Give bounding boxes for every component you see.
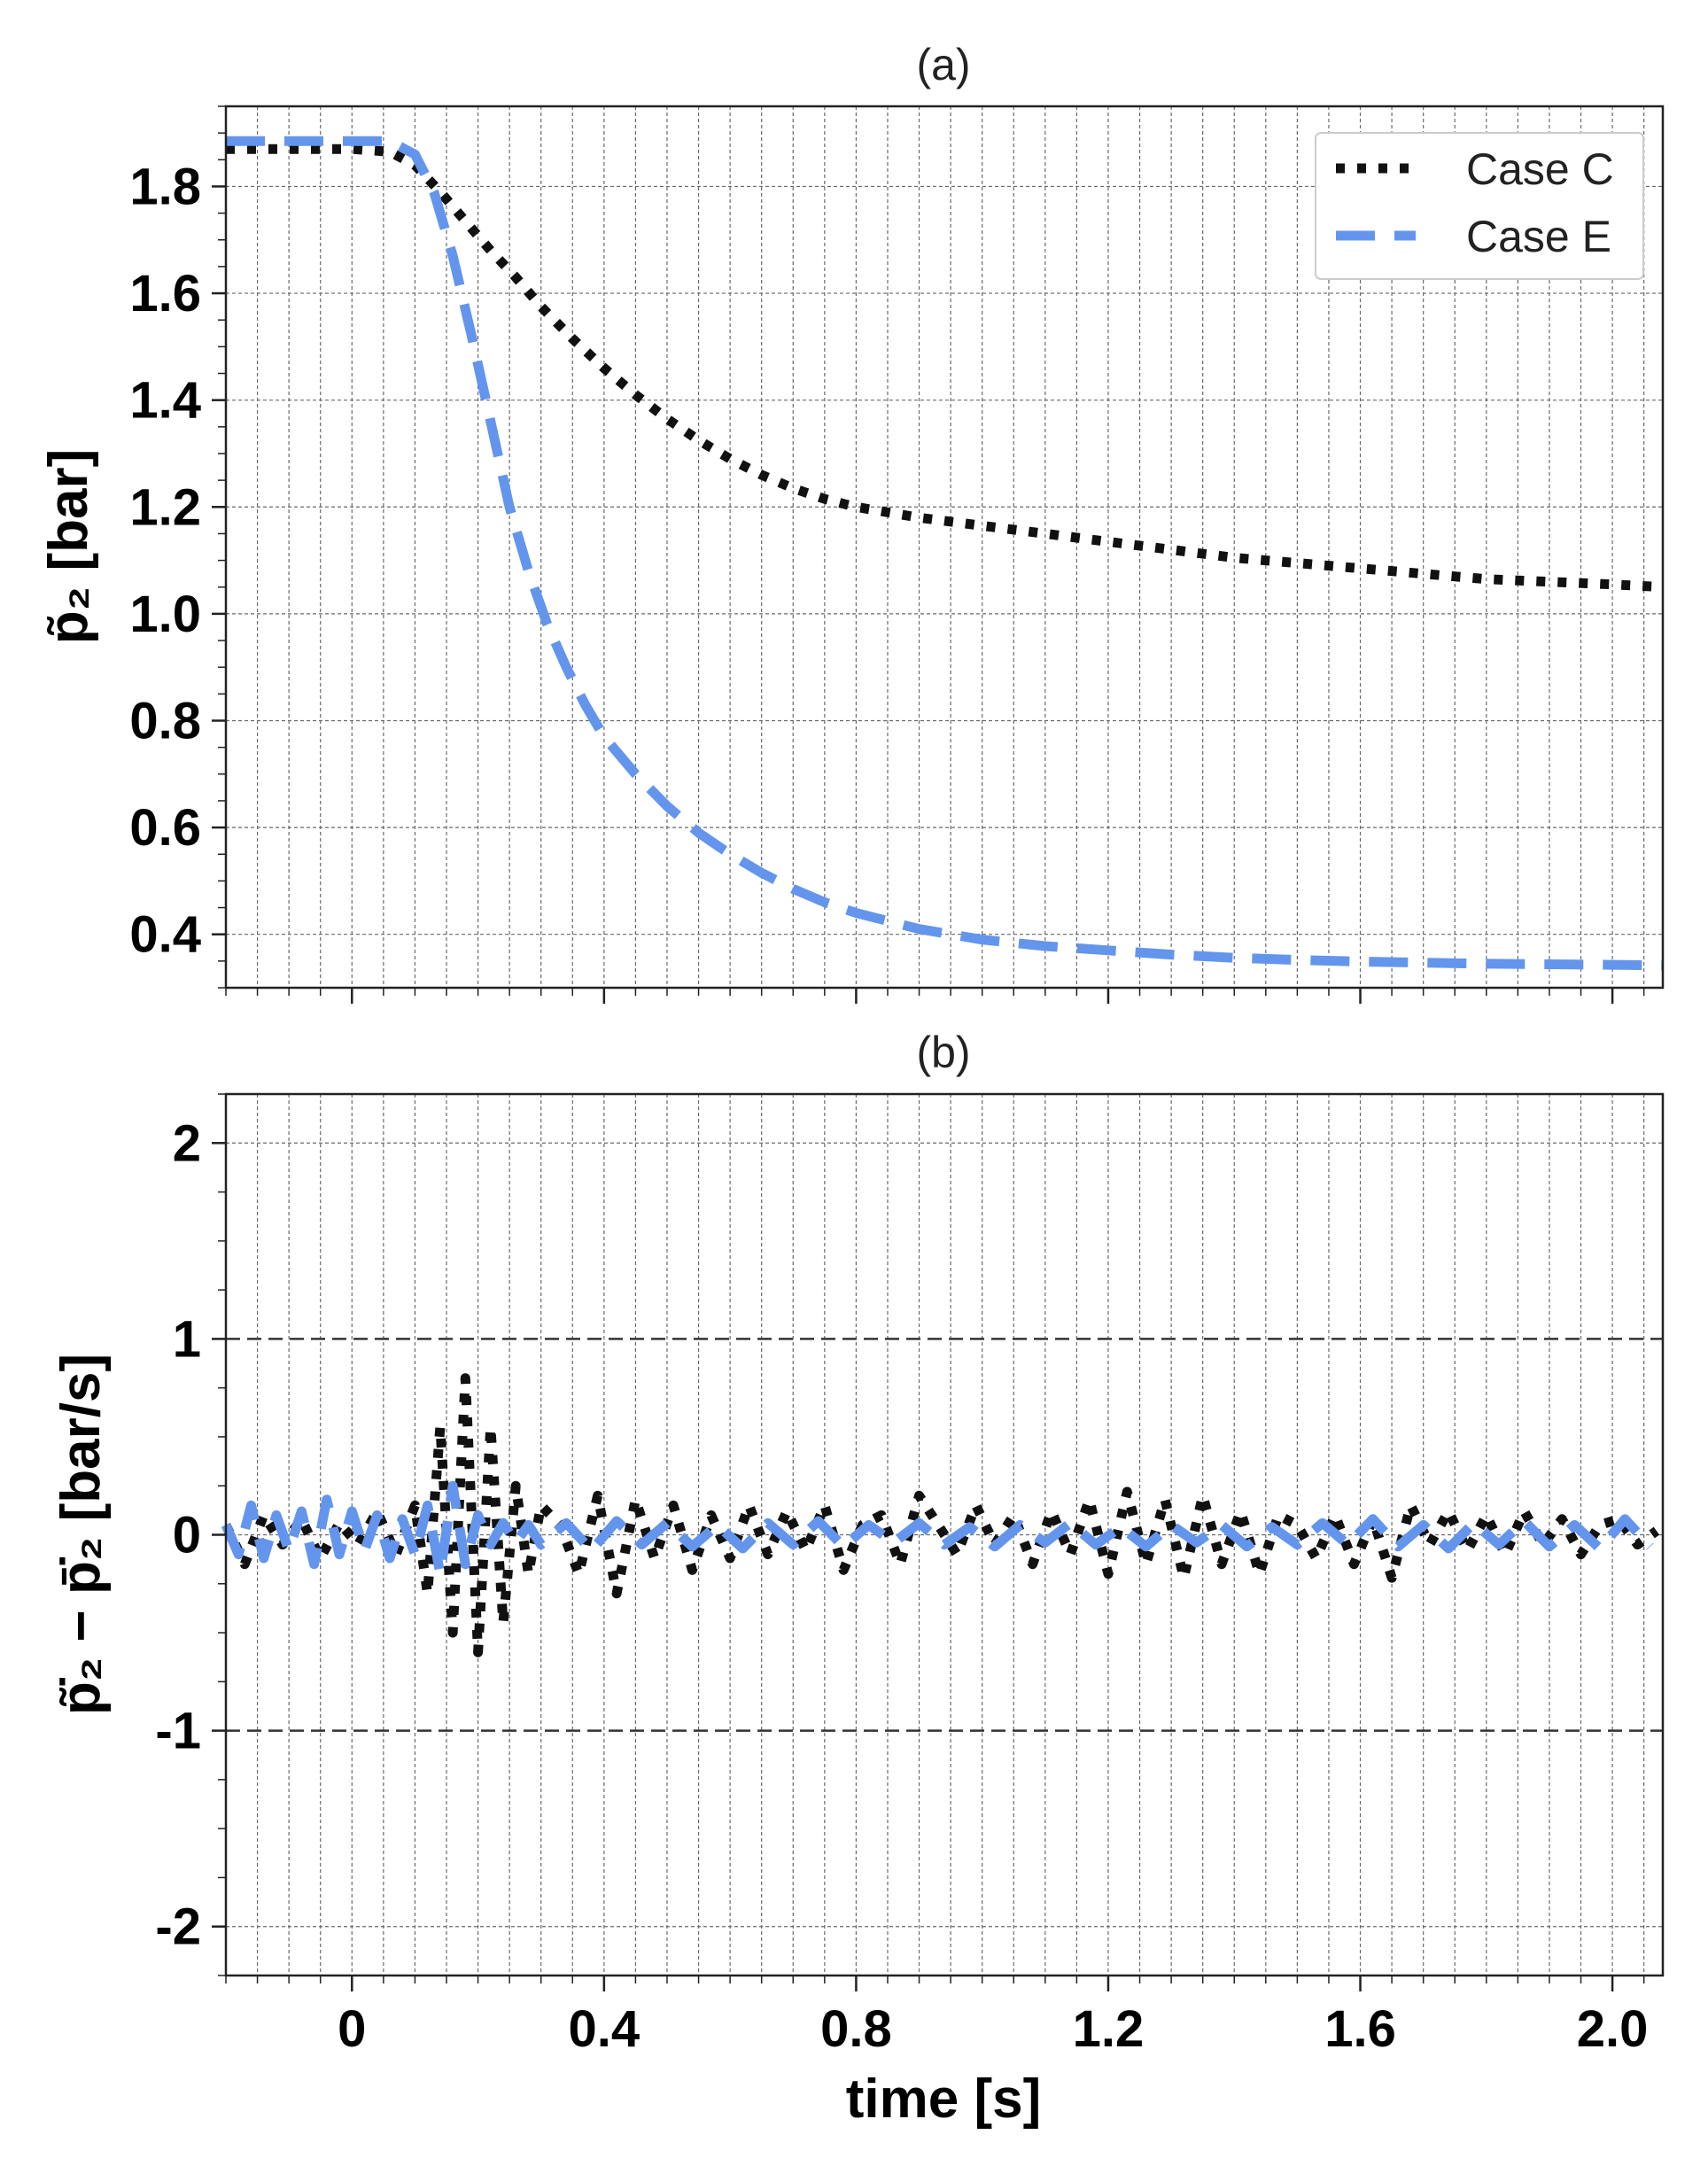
- y-tick-label: 0.4: [129, 906, 201, 964]
- y-tick-label: 0.6: [129, 799, 201, 857]
- y-tick-label: 1: [173, 1310, 201, 1368]
- panel-b-title: (b): [916, 1028, 970, 1077]
- y-tick-label: -2: [155, 1898, 201, 1956]
- legend: Case C Case E: [1315, 132, 1644, 280]
- panel-a-ticks: 0.4 0.6 0.8 1.0 1.2 1.4 1.6 1.8: [129, 105, 1645, 1004]
- x-axis-label: time [s]: [846, 2069, 1041, 2130]
- panel-b-ticks: -2 -1 0 1 2 0 0.4 0.8 1.2 1.6 2.0: [155, 1093, 1649, 2058]
- panel-a-ylabel: p̃₂ [bar]: [38, 449, 99, 644]
- x-tick-label: 2.0: [1577, 2000, 1649, 2058]
- series-line-case-e: [221, 1480, 1654, 1580]
- series-line-case-c: [226, 144, 1664, 593]
- x-tick-label: 1.2: [1073, 2000, 1145, 2058]
- legend-box: [1315, 132, 1644, 280]
- panel-a-grid: [225, 106, 1663, 988]
- y-tick-label: -1: [155, 1703, 201, 1760]
- x-tick-label: 1.6: [1324, 2000, 1396, 2058]
- y-tick-label: 0: [173, 1507, 201, 1564]
- legend-label-case-c: Case C: [1466, 144, 1614, 194]
- x-tick-label: 0: [338, 2000, 366, 2058]
- panel-a: (a) 0.4 0.6 0.8 1.0 1.2 1.4 1.6 1.8 p̃₂ [bar] C…: [38, 40, 1665, 1004]
- y-tick-label: 1.8: [129, 158, 201, 215]
- y-tick-label: 2: [173, 1114, 201, 1172]
- series-line-case-c: [221, 1373, 1660, 1657]
- panel-a-title: (a): [916, 40, 970, 89]
- panel-b-reference-lines: [226, 1338, 1663, 1732]
- panel-a-series: [226, 136, 1664, 971]
- y-tick-label: 0.8: [129, 692, 201, 749]
- series-line-case-e: [226, 136, 1664, 971]
- panel-a-frame: [224, 105, 1665, 990]
- legend-label-case-e: Case E: [1466, 212, 1611, 261]
- panel-b: (b) -2 -1 0 1 2 0 0.4 0.8 1.2 1.6 2.0 p̃̇₂ − p̄̇₂ …: [50, 1028, 1665, 2130]
- y-tick-label: 1.6: [129, 265, 201, 322]
- y-tick-label: 1.0: [129, 586, 201, 643]
- panel-b-series: [221, 1373, 1660, 1657]
- x-tick-label: 0.4: [569, 2000, 640, 2058]
- y-tick-label: 1.2: [129, 478, 201, 536]
- x-tick-label: 0.8: [820, 2000, 892, 2058]
- panel-b-ylabel: p̃̇₂ − p̄̇₂ [bar/s]: [50, 1354, 112, 1715]
- y-tick-label: 1.4: [129, 372, 201, 430]
